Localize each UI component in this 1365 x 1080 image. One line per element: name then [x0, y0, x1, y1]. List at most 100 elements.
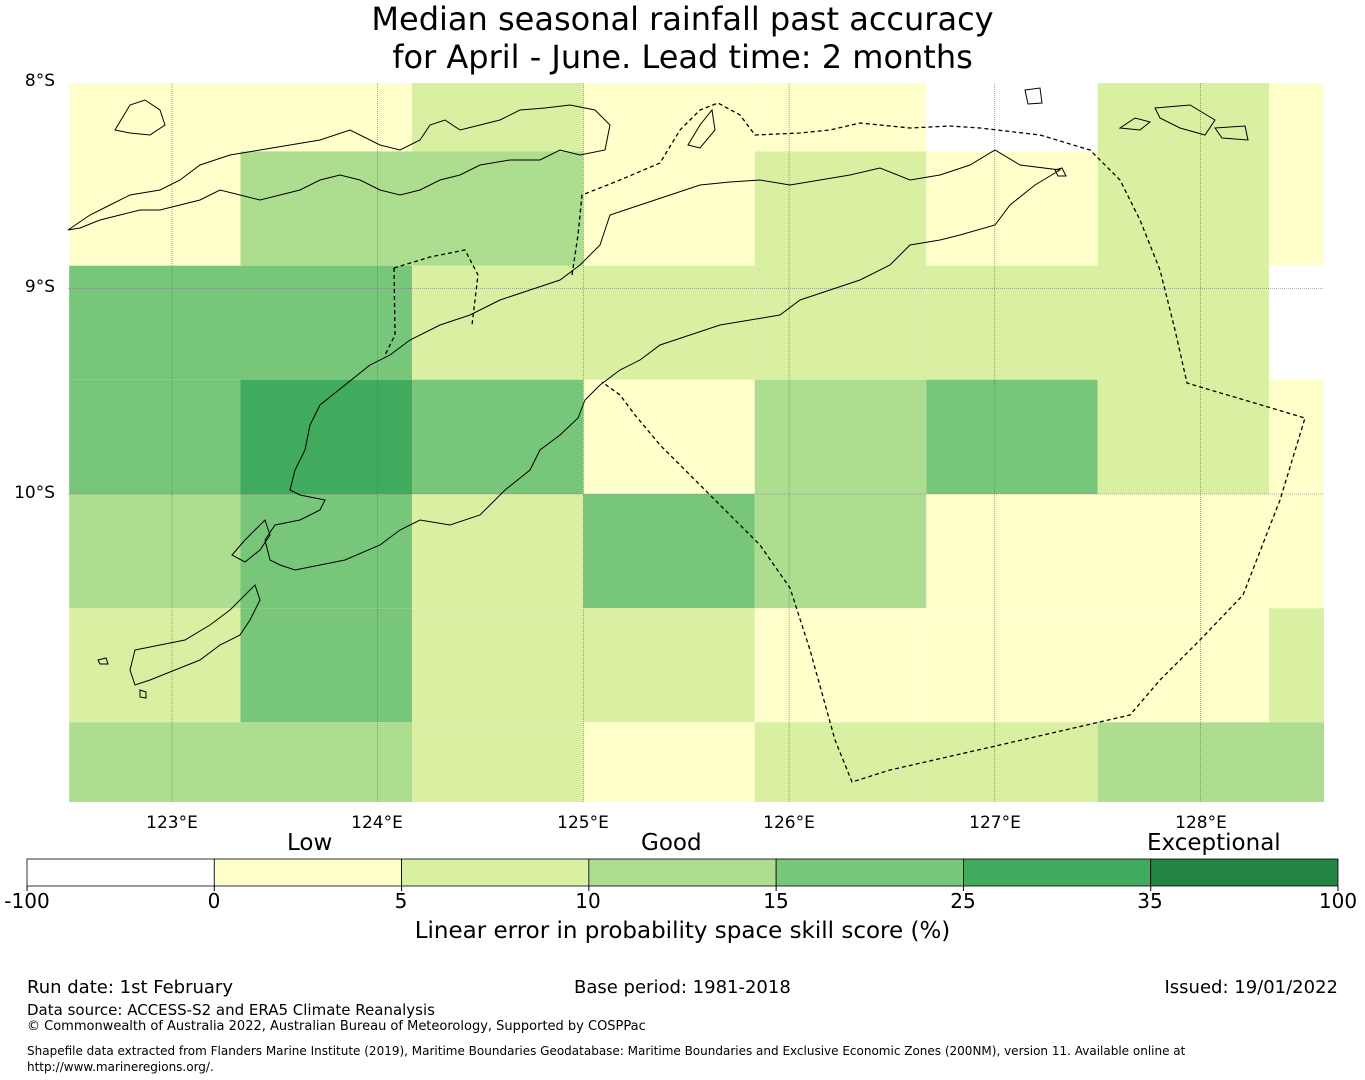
- skill-cell: [412, 265, 584, 380]
- islet-2: [1024, 87, 1043, 105]
- skill-cell: [583, 379, 755, 494]
- skill-cell: [69, 151, 241, 266]
- skill-cell: [926, 265, 1098, 380]
- islet-4: [1154, 104, 1216, 136]
- skill-cell: [754, 151, 927, 266]
- category-exceptional: Exceptional: [1147, 830, 1281, 856]
- tick-label: 15: [763, 889, 789, 913]
- islet-5: [1214, 125, 1249, 141]
- skill-cell: [583, 722, 755, 802]
- tick-label: 100: [1318, 889, 1358, 913]
- lon-label-125e: 125°E: [557, 813, 609, 833]
- timor-coastline: [264, 149, 1062, 571]
- tick-label: 25: [950, 889, 976, 913]
- skill-cell: [1097, 722, 1269, 802]
- islet-8: [97, 657, 109, 665]
- lat-label-8s: 8°S: [24, 71, 55, 91]
- skill-cell: [926, 83, 1098, 152]
- colorbar-segment: [963, 858, 1152, 887]
- skill-cell: [754, 722, 927, 802]
- lon-label-126e: 126°E: [763, 813, 815, 833]
- skill-cell: [583, 494, 755, 609]
- skill-cells: [69, 83, 1324, 802]
- skill-cell: [240, 722, 413, 802]
- skill-cell: [69, 608, 241, 723]
- skill-cell: [1268, 379, 1324, 494]
- skill-cell: [1268, 608, 1324, 723]
- tick-label: 0: [207, 889, 221, 913]
- skill-cell: [583, 608, 755, 723]
- copyright: © Commonwealth of Australia 2022, Austra…: [27, 1019, 646, 1034]
- title-line-1: Median seasonal rainfall past accuracy: [371, 0, 994, 38]
- islet-7: [1054, 167, 1067, 177]
- skill-cell: [240, 379, 413, 494]
- skill-cell: [412, 608, 584, 723]
- data-source: Data source: ACCESS-S2 and ERA5 Climate …: [27, 1001, 435, 1019]
- run-date: Run date: 1st February: [27, 977, 233, 998]
- skill-cell: [1097, 494, 1269, 609]
- skill-cell: [926, 722, 1098, 802]
- skill-cell: [69, 83, 241, 152]
- skill-cell: [1097, 608, 1269, 723]
- shapefile-credit-line-1: Shapefile data extracted from Flanders M…: [27, 1044, 1186, 1058]
- skill-cell: [1268, 494, 1324, 609]
- tick-label: 10: [575, 889, 601, 913]
- skill-cell: [240, 494, 413, 609]
- base-period: Base period: 1981-2018: [574, 977, 791, 998]
- skill-cell: [754, 379, 927, 494]
- savu-coastline: [231, 519, 271, 563]
- skill-cell: [926, 494, 1098, 609]
- tick-label: 35: [1137, 889, 1163, 913]
- category-good: Good: [641, 830, 702, 856]
- skill-cell: [583, 265, 755, 380]
- skill-cell: [1268, 265, 1324, 380]
- rote-coastline: [129, 584, 261, 686]
- category-low: Low: [287, 830, 333, 856]
- islet-1: [114, 99, 166, 136]
- colorbar-segment: [775, 858, 964, 887]
- issued-date: Issued: 19/01/2022: [1164, 977, 1338, 998]
- skill-cell: [754, 83, 927, 152]
- skill-cell: [1268, 722, 1324, 802]
- colorbar-segment: [401, 858, 590, 887]
- skill-cell: [754, 494, 927, 609]
- colorbar-segment: [213, 858, 402, 887]
- skill-cell: [926, 151, 1098, 266]
- tick-label: 5: [394, 889, 408, 913]
- shapefile-credit-line-2: http://www.marineregions.org/.: [27, 1060, 214, 1074]
- skill-cell: [412, 494, 584, 609]
- skill-cell: [69, 722, 241, 802]
- maritime-boundaries: [384, 102, 1306, 783]
- skill-cell: [926, 379, 1098, 494]
- lon-label-124e: 124°E: [351, 813, 403, 833]
- skill-cell: [412, 151, 584, 266]
- skill-cell: [1268, 151, 1324, 266]
- coastlines: [67, 87, 1249, 699]
- lat-label-10s: 10°S: [14, 483, 55, 503]
- colorbar-segment: [1150, 858, 1339, 887]
- graticule: [68, 83, 1324, 802]
- skill-cell: [240, 83, 413, 152]
- skill-cell: [412, 83, 584, 152]
- skill-cell: [412, 379, 584, 494]
- skill-cell: [69, 379, 241, 494]
- tick-label: -100: [4, 889, 50, 913]
- skill-cell: [69, 265, 241, 380]
- skill-cell: [583, 151, 755, 266]
- skill-cell: [1268, 83, 1324, 152]
- skill-cell: [754, 265, 927, 380]
- flores-coastline: [67, 104, 611, 231]
- skill-cell: [1097, 265, 1269, 380]
- colorbar-segment: [588, 858, 777, 887]
- lon-label-128e: 128°E: [1175, 813, 1227, 833]
- colorbar-segment: [26, 858, 215, 887]
- map-title: Median seasonal rainfall past accuracy f…: [0, 0, 1365, 76]
- islet-9: [139, 689, 147, 699]
- colorbar-caption: Linear error in probability space skill …: [414, 918, 951, 944]
- skill-cell: [1097, 83, 1269, 152]
- skill-cell: [240, 608, 413, 723]
- skill-cell: [1097, 151, 1269, 266]
- lon-label-123e: 123°E: [146, 813, 198, 833]
- skill-cell: [754, 608, 927, 723]
